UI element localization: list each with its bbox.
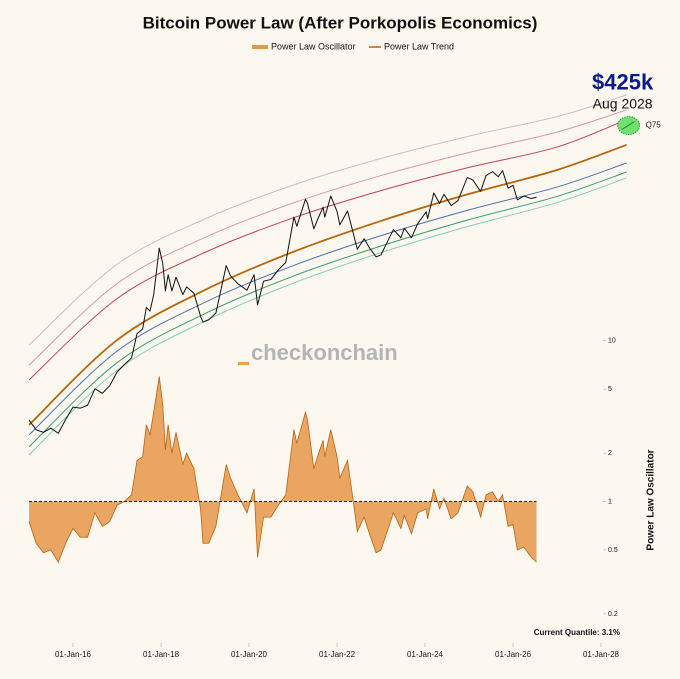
- quantile-band: [28, 171, 627, 448]
- legend-label: Power Law Trend: [384, 41, 454, 51]
- quantile-band: [28, 177, 627, 456]
- x-tick-label: 01-Jan-16: [55, 650, 92, 659]
- y2-axis-label: Power Law Oscillator: [646, 449, 657, 550]
- y2-tick-label: 5: [608, 386, 612, 393]
- quantile-band: [28, 162, 627, 436]
- x-tick-label: 01-Jan-22: [319, 650, 356, 659]
- y2-tick-label: 1: [608, 498, 612, 505]
- x-tick-label: 01-Jan-20: [231, 650, 268, 659]
- x-tick-label: 01-Jan-18: [143, 650, 180, 659]
- annotation-date: Aug 2028: [593, 95, 653, 111]
- x-tick-label: 01-Jan-24: [407, 650, 444, 659]
- y2-tick-label: 0.5: [608, 547, 618, 554]
- legend-label: Power Law Oscillator: [271, 41, 356, 51]
- trend-line: [28, 143, 627, 426]
- chart-title: Bitcoin Power Law (After Porkopolis Econ…: [143, 13, 538, 32]
- oscillator-line: [28, 376, 537, 563]
- quantile-band: [28, 109, 627, 366]
- footnote: Current Quantile: 3.1%: [534, 628, 620, 637]
- annotation-quantile: Q75: [646, 121, 662, 130]
- price-line: [28, 170, 537, 434]
- x-tick-label: 01-Jan-26: [495, 650, 532, 659]
- oscillator-area: [29, 376, 537, 563]
- x-tick-label: 01-Jan-28: [583, 650, 620, 659]
- watermark-underscore: [238, 362, 249, 365]
- watermark: checkonchain: [251, 340, 398, 365]
- quantile-band: [28, 94, 627, 346]
- y2-tick-label: 0.2: [608, 611, 618, 618]
- y2-tick-label: 2: [608, 450, 612, 457]
- y2-tick-label: 10: [608, 338, 616, 345]
- annotation-value: $425k: [592, 69, 654, 94]
- target-tick: [621, 121, 635, 130]
